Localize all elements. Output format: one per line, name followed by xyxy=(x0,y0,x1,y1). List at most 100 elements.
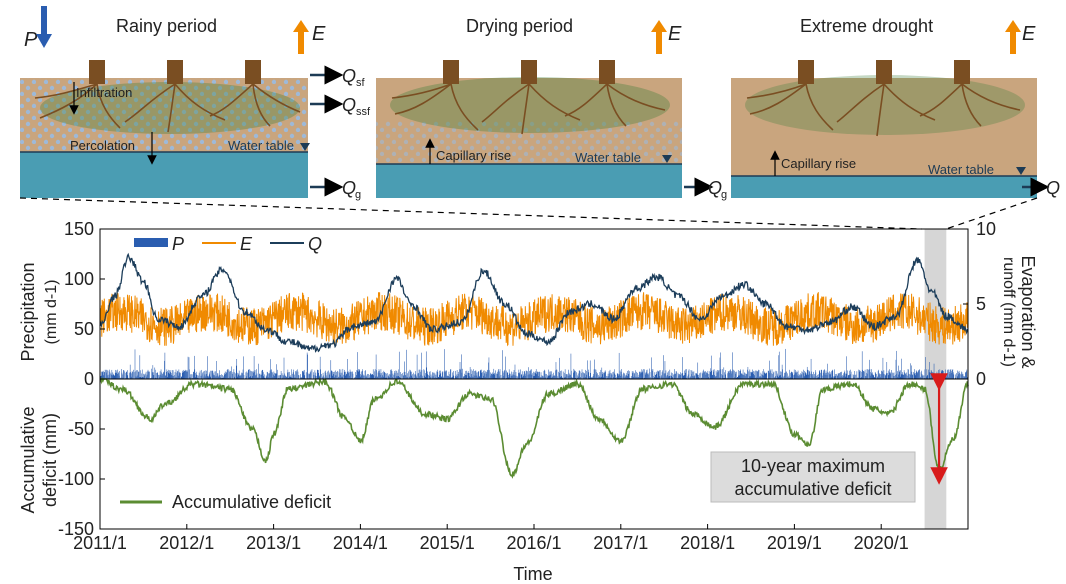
precip-bar xyxy=(109,371,111,379)
precip-bar xyxy=(530,369,532,379)
precip-bar xyxy=(593,374,594,379)
precip-bar xyxy=(206,374,207,379)
precip-bar xyxy=(483,370,485,379)
precip-bar xyxy=(118,375,120,379)
precip-bar xyxy=(772,374,773,379)
precip-bar xyxy=(760,376,761,379)
precip-bar xyxy=(383,376,384,379)
precip-bar xyxy=(807,369,808,379)
precip-bar xyxy=(751,372,753,379)
precip-bar xyxy=(135,371,136,379)
precip-bar xyxy=(232,372,234,379)
deficit-tick-label: -50 xyxy=(68,419,94,439)
precip-bar xyxy=(466,370,468,379)
precip-bar xyxy=(787,376,789,379)
precip-bar xyxy=(177,371,179,379)
precip-bar xyxy=(740,369,741,379)
precip-bar xyxy=(428,375,429,379)
precip-bar xyxy=(686,369,687,379)
precip-bar xyxy=(138,371,139,379)
precip-bar xyxy=(555,370,556,379)
precip-bar xyxy=(544,369,545,379)
precip-bar xyxy=(369,377,370,379)
precip-bar xyxy=(963,377,965,379)
precip-bar xyxy=(469,373,470,379)
precip-bar xyxy=(621,374,623,379)
precip-bar xyxy=(461,354,462,379)
precip-bar xyxy=(294,377,296,379)
precip-bar xyxy=(122,377,124,379)
precip-bar xyxy=(392,373,394,379)
x-axis-title: Time xyxy=(513,564,552,584)
precip-bar xyxy=(664,361,666,379)
precip-bar xyxy=(757,371,758,379)
precip-bar xyxy=(866,369,868,379)
precip-bar xyxy=(241,373,243,379)
precip-bar xyxy=(137,370,138,379)
precip-bar xyxy=(530,370,531,379)
precip-bar xyxy=(227,369,228,379)
precip-bar xyxy=(898,365,899,379)
precip-bar xyxy=(674,373,676,379)
precip-bar xyxy=(800,374,802,379)
precip-bar xyxy=(615,374,617,379)
precip-bar xyxy=(723,367,725,379)
precip-bar xyxy=(696,374,698,379)
precip-bar xyxy=(237,374,239,379)
precip-bar xyxy=(116,372,117,379)
precip-bar xyxy=(649,372,651,379)
precip-bar xyxy=(397,376,398,379)
precip-bar xyxy=(173,375,174,379)
precip-bar xyxy=(628,373,630,379)
left-tick-label: 50 xyxy=(74,319,94,339)
precip-bar xyxy=(613,371,615,379)
precip-bar xyxy=(588,372,590,379)
precip-bar xyxy=(425,351,427,379)
precip-bar xyxy=(562,377,563,379)
precip-bar xyxy=(241,372,242,379)
precip-bar xyxy=(449,376,451,379)
precip-bar xyxy=(118,373,119,379)
panel-title: Drying period xyxy=(466,16,573,36)
precip-bar xyxy=(272,372,273,379)
tree-roots xyxy=(391,83,666,135)
precip-bar xyxy=(915,375,916,379)
precip-bar xyxy=(834,369,835,379)
precip-bar xyxy=(633,372,635,379)
precip-bar xyxy=(815,370,816,379)
precip-bar xyxy=(251,371,253,379)
precip-bar xyxy=(443,371,445,379)
precip-bar xyxy=(398,376,399,379)
precip-bar xyxy=(926,376,927,379)
precip-bar xyxy=(361,375,362,379)
precip-bar xyxy=(432,372,433,379)
precip-bar xyxy=(862,371,864,379)
precip-bar xyxy=(652,370,653,379)
precip-bar xyxy=(128,372,130,379)
precip-bar xyxy=(114,375,116,379)
left-axis-title-line1: Precipitation xyxy=(18,262,38,361)
precip-bar xyxy=(542,376,544,379)
precip-bar xyxy=(871,369,872,379)
precip-bar xyxy=(398,351,400,379)
precip-bar xyxy=(912,375,913,379)
precip-bar xyxy=(117,369,118,379)
precip-bar xyxy=(551,374,553,379)
precip-bar xyxy=(600,369,602,379)
precip-bar xyxy=(714,374,715,379)
precip-bar xyxy=(574,371,576,379)
precip-bar xyxy=(383,370,385,379)
precip-bar xyxy=(342,376,343,379)
precip-bar xyxy=(949,371,950,379)
precip-bar xyxy=(223,377,224,379)
precip-bar xyxy=(522,377,523,379)
precip-bar xyxy=(327,371,328,379)
precip-bar xyxy=(195,372,196,379)
precip-bar xyxy=(561,370,563,379)
precip-bar xyxy=(818,377,819,379)
precip-bar xyxy=(171,373,172,379)
precip-bar xyxy=(910,374,912,379)
precip-bar xyxy=(843,373,844,379)
precip-bar xyxy=(137,375,139,379)
precip-bar xyxy=(675,371,677,379)
